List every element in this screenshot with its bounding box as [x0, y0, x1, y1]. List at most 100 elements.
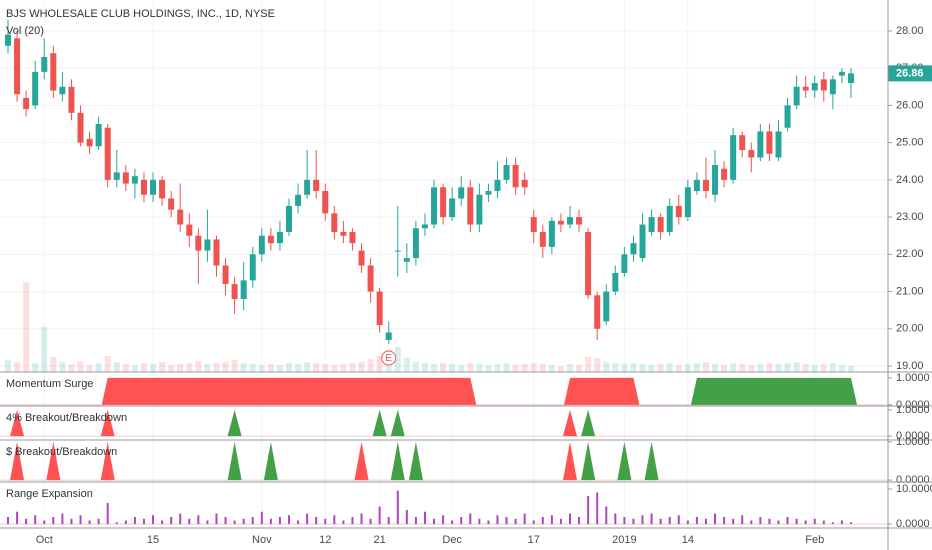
candle-body — [159, 179, 166, 199]
last-price-label: 26.86 — [896, 67, 924, 79]
signal-triangle — [390, 409, 405, 437]
volume-bar — [240, 363, 247, 372]
candle-body — [820, 79, 827, 91]
candle-body — [666, 205, 673, 232]
chart-title: BJS WHOLESALE CLUB HOLDINGS, INC., 1D, N… — [6, 8, 275, 20]
range-bar — [795, 518, 798, 525]
volume-bar — [657, 364, 664, 372]
range-bar — [732, 518, 735, 525]
volume-bar — [376, 356, 383, 372]
range-bar — [578, 517, 581, 525]
range-bar — [369, 518, 372, 525]
momentum-area — [101, 377, 477, 405]
candle-body — [177, 209, 184, 225]
volume-bar — [576, 365, 583, 372]
volume-bar — [267, 364, 274, 372]
signal-triangle — [563, 441, 577, 481]
volume-bar — [50, 357, 57, 372]
candle-body — [222, 265, 229, 285]
range-bar — [831, 522, 834, 525]
candle-body — [675, 205, 682, 218]
volume-bar — [838, 365, 845, 372]
volume-bar — [95, 363, 102, 372]
range-bar — [569, 513, 571, 525]
volume-bar — [730, 363, 737, 372]
candle-body — [639, 224, 646, 259]
candle-body — [811, 83, 818, 91]
candle-body — [657, 217, 664, 232]
volume-bar — [784, 363, 791, 372]
candle-body — [113, 172, 120, 180]
candle-body — [77, 112, 84, 143]
range-bar — [840, 520, 843, 525]
range-bar — [405, 510, 408, 525]
volume-bar — [150, 364, 157, 372]
volume-bar — [394, 347, 401, 372]
candle-body — [421, 224, 428, 229]
range-bar — [70, 518, 73, 525]
range-bar — [115, 522, 118, 525]
earnings-marker — [381, 350, 397, 366]
volume-bar — [757, 364, 764, 372]
candle-body — [267, 235, 274, 244]
momentum-area — [690, 377, 857, 405]
range-bar — [605, 506, 608, 525]
x-tick-label: 15 — [147, 534, 159, 546]
range-bar — [297, 520, 300, 525]
volume-bar — [467, 363, 474, 372]
pane-title: 4% Breakout/Breakdown — [6, 412, 127, 424]
candle-body — [304, 179, 311, 195]
volume-bar — [748, 365, 755, 372]
volume-bar — [41, 327, 48, 372]
volume-bar — [458, 365, 465, 372]
volume-bar — [104, 356, 111, 372]
range-bar — [668, 517, 671, 525]
x-tick-label: 17 — [528, 534, 540, 546]
volume-title: Vol (20) — [6, 25, 44, 37]
candle-body — [276, 231, 283, 244]
range-bar — [179, 513, 182, 525]
signal-triangle — [100, 409, 115, 437]
signal-triangle — [644, 441, 659, 481]
volume-bar — [313, 363, 320, 372]
candle-body — [548, 220, 555, 247]
y-tick-label: 25.00 — [896, 137, 924, 149]
y-tick-label: 1.0000 — [896, 436, 930, 448]
volume-bar — [204, 364, 211, 372]
volume-bar — [512, 365, 519, 372]
volume-bar — [14, 362, 21, 372]
range-bar — [414, 517, 417, 525]
candle-body — [86, 138, 93, 147]
candle-body — [739, 135, 746, 151]
candle-body — [231, 284, 238, 300]
candle-body — [249, 254, 256, 281]
candle-body — [258, 235, 265, 255]
range-bar — [7, 517, 9, 525]
range-bar — [786, 517, 789, 525]
candle-body — [95, 124, 102, 147]
y-tick-label: 0.0000 — [896, 518, 930, 530]
range-bar — [396, 490, 399, 525]
candle-body — [630, 243, 637, 255]
candle-body — [702, 179, 709, 192]
volume-bar — [213, 363, 220, 372]
range-bar — [804, 520, 807, 525]
volume-bar — [811, 365, 818, 372]
pane-title: Range Expansion — [6, 488, 93, 500]
range-bar — [777, 520, 780, 525]
volume-bar — [249, 364, 256, 372]
range-bar — [34, 515, 37, 525]
candle-body — [131, 176, 138, 184]
signal-triangle — [617, 441, 632, 481]
candle-body — [793, 86, 800, 106]
volume-bar — [848, 366, 854, 372]
range-bar — [242, 518, 245, 525]
candle-body — [684, 187, 691, 218]
range-bar — [152, 515, 155, 525]
volume-bar — [567, 364, 573, 372]
y-tick-label: 1.0000 — [896, 372, 930, 384]
range-bar — [88, 520, 91, 525]
volume-bar — [521, 364, 528, 372]
volume-bar — [539, 364, 546, 372]
